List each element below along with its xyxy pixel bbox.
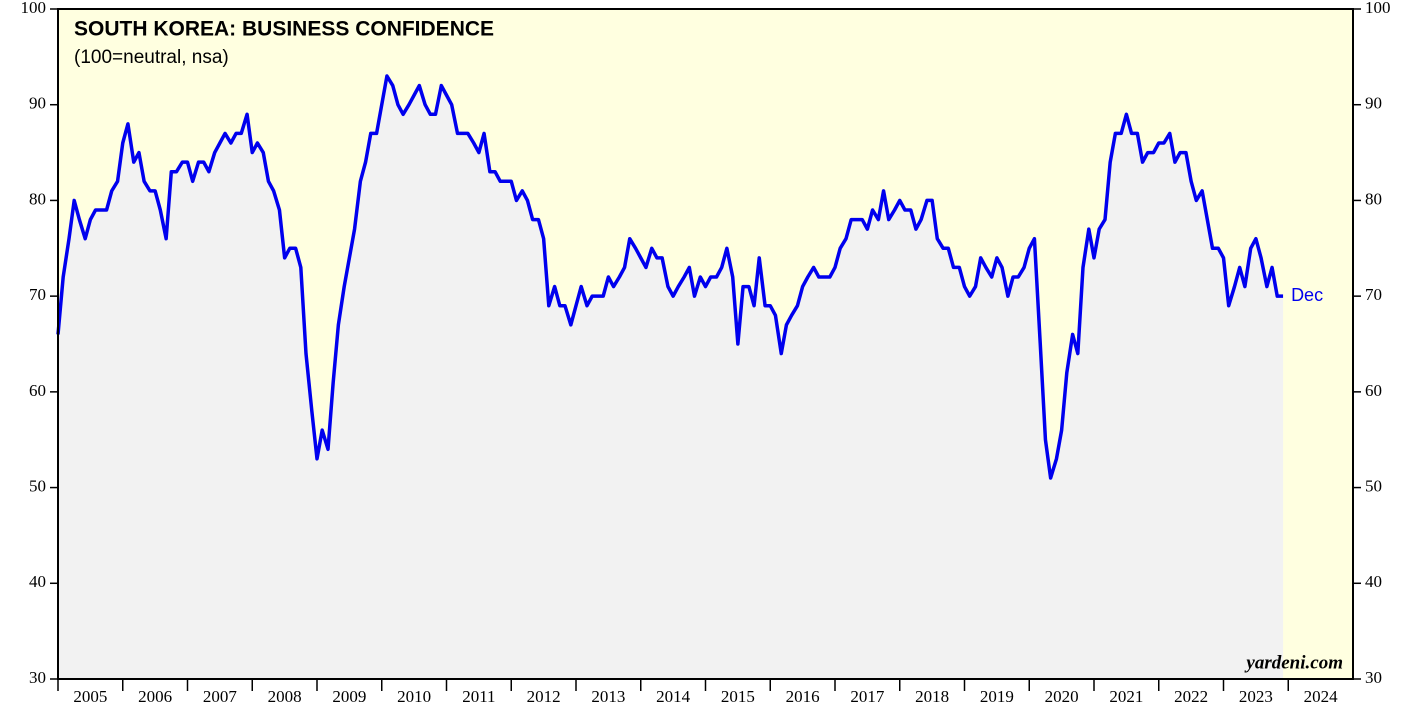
x-tick-label: 2005	[73, 687, 107, 706]
y2-tick-label: 70	[1365, 285, 1382, 304]
x-tick-label: 2006	[138, 687, 172, 706]
x-tick-label: 2014	[656, 687, 691, 706]
y2-tick-label: 100	[1365, 0, 1391, 17]
y-tick-label: 90	[29, 94, 46, 113]
chart-title: SOUTH KOREA: BUSINESS CONFIDENCE	[74, 18, 494, 41]
chart-subtitle: (100=neutral, nsa)	[74, 47, 229, 68]
x-tick-label: 2024	[1304, 687, 1339, 706]
y-tick-label: 100	[21, 0, 47, 17]
x-tick-label: 2018	[915, 687, 949, 706]
line	[56, 74, 1284, 480]
x-tick-label: 2009	[332, 687, 366, 706]
x-tick-label: 2016	[786, 687, 820, 706]
y-tick-label: 60	[29, 381, 46, 400]
x-tick-label: 2015	[721, 687, 755, 706]
y2-tick-label: 50	[1365, 476, 1382, 495]
y-tick-label: 30	[29, 668, 46, 687]
x-tick-label: 2011	[462, 687, 495, 706]
y2-tick-label: 80	[1365, 189, 1382, 208]
area	[58, 76, 1284, 679]
x-tick-label: 2010	[397, 687, 431, 706]
y-tick-label: 40	[29, 572, 46, 591]
x-tick-label: 2021	[1109, 687, 1143, 706]
y2-tick-label: 60	[1365, 381, 1382, 400]
y2-tick-label: 90	[1365, 94, 1382, 113]
x-tick-label: 2012	[527, 687, 561, 706]
y-tick-label: 50	[29, 476, 46, 495]
plot-layer	[56, 74, 1284, 679]
y-tick-label: 80	[29, 189, 46, 208]
x-tick-label: 2013	[591, 687, 625, 706]
y2-tick-label: 30	[1365, 668, 1382, 687]
x-tick-label: 2020	[1045, 687, 1079, 706]
x-tick-label: 2017	[850, 687, 885, 706]
annotation: Dec	[1291, 285, 1323, 305]
x-tick-label: 2022	[1174, 687, 1208, 706]
y-tick-label: 70	[29, 285, 46, 304]
y2-tick-label: 40	[1365, 572, 1382, 591]
x-tick-label: 2019	[980, 687, 1014, 706]
x-tick-label: 2008	[268, 687, 302, 706]
x-tick-label: 2023	[1239, 687, 1273, 706]
x-tick-label: 2007	[203, 687, 238, 706]
source: yardeni.com	[1244, 652, 1343, 673]
